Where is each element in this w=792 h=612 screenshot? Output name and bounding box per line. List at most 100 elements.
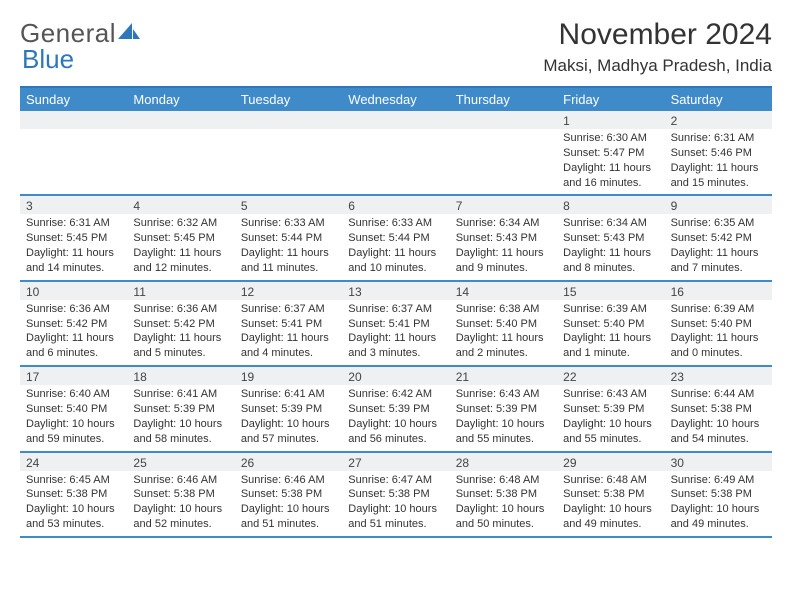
day-body: Sunrise: 6:41 AMSunset: 5:39 PMDaylight:… bbox=[235, 385, 342, 450]
daylight: Daylight: 11 hours and 4 minutes. bbox=[241, 331, 336, 361]
day-body: Sunrise: 6:40 AMSunset: 5:40 PMDaylight:… bbox=[20, 385, 127, 450]
sunrise: Sunrise: 6:38 AM bbox=[456, 302, 551, 317]
day-body: Sunrise: 6:34 AMSunset: 5:43 PMDaylight:… bbox=[450, 214, 557, 279]
daylight: Daylight: 11 hours and 9 minutes. bbox=[456, 246, 551, 276]
sunset: Sunset: 5:40 PM bbox=[671, 317, 766, 332]
daylight: Daylight: 10 hours and 54 minutes. bbox=[671, 417, 766, 447]
day-number bbox=[235, 111, 342, 129]
sunrise: Sunrise: 6:33 AM bbox=[241, 216, 336, 231]
day-number: 12 bbox=[235, 282, 342, 300]
day-number: 16 bbox=[665, 282, 772, 300]
sunset: Sunset: 5:39 PM bbox=[456, 402, 551, 417]
day-body bbox=[127, 129, 234, 135]
day-cell: 20Sunrise: 6:42 AMSunset: 5:39 PMDayligh… bbox=[342, 367, 449, 450]
title-block: November 2024 Maksi, Madhya Pradesh, Ind… bbox=[543, 18, 772, 76]
day-body bbox=[235, 129, 342, 135]
day-number: 13 bbox=[342, 282, 449, 300]
day-body: Sunrise: 6:33 AMSunset: 5:44 PMDaylight:… bbox=[235, 214, 342, 279]
day-cell: 27Sunrise: 6:47 AMSunset: 5:38 PMDayligh… bbox=[342, 453, 449, 536]
sunrise: Sunrise: 6:32 AM bbox=[133, 216, 228, 231]
sunrise: Sunrise: 6:46 AM bbox=[133, 473, 228, 488]
sunrise: Sunrise: 6:37 AM bbox=[348, 302, 443, 317]
header: General November 2024 Maksi, Madhya Prad… bbox=[20, 18, 772, 76]
day-number: 9 bbox=[665, 196, 772, 214]
calendar: SundayMondayTuesdayWednesdayThursdayFrid… bbox=[20, 86, 772, 538]
sunrise: Sunrise: 6:37 AM bbox=[241, 302, 336, 317]
daylight: Daylight: 11 hours and 3 minutes. bbox=[348, 331, 443, 361]
day-body: Sunrise: 6:48 AMSunset: 5:38 PMDaylight:… bbox=[557, 471, 664, 536]
daylight: Daylight: 11 hours and 5 minutes. bbox=[133, 331, 228, 361]
sunset: Sunset: 5:38 PM bbox=[133, 487, 228, 502]
daylight: Daylight: 10 hours and 59 minutes. bbox=[26, 417, 121, 447]
sunset: Sunset: 5:38 PM bbox=[456, 487, 551, 502]
week-row: 10Sunrise: 6:36 AMSunset: 5:42 PMDayligh… bbox=[20, 282, 772, 367]
day-number: 20 bbox=[342, 367, 449, 385]
day-body: Sunrise: 6:44 AMSunset: 5:38 PMDaylight:… bbox=[665, 385, 772, 450]
day-number: 23 bbox=[665, 367, 772, 385]
day-number: 27 bbox=[342, 453, 449, 471]
day-cell: 15Sunrise: 6:39 AMSunset: 5:40 PMDayligh… bbox=[557, 282, 664, 365]
day-number bbox=[127, 111, 234, 129]
day-header: Friday bbox=[557, 88, 664, 111]
day-body: Sunrise: 6:36 AMSunset: 5:42 PMDaylight:… bbox=[127, 300, 234, 365]
day-body: Sunrise: 6:32 AMSunset: 5:45 PMDaylight:… bbox=[127, 214, 234, 279]
day-number: 17 bbox=[20, 367, 127, 385]
week-row: 24Sunrise: 6:45 AMSunset: 5:38 PMDayligh… bbox=[20, 453, 772, 538]
daylight: Daylight: 11 hours and 14 minutes. bbox=[26, 246, 121, 276]
day-cell: 6Sunrise: 6:33 AMSunset: 5:44 PMDaylight… bbox=[342, 196, 449, 279]
sunset: Sunset: 5:45 PM bbox=[133, 231, 228, 246]
day-body bbox=[342, 129, 449, 135]
day-header: Sunday bbox=[20, 88, 127, 111]
day-number: 6 bbox=[342, 196, 449, 214]
day-cell: 12Sunrise: 6:37 AMSunset: 5:41 PMDayligh… bbox=[235, 282, 342, 365]
day-number: 4 bbox=[127, 196, 234, 214]
daylight: Daylight: 11 hours and 1 minute. bbox=[563, 331, 658, 361]
day-number: 8 bbox=[557, 196, 664, 214]
day-number: 26 bbox=[235, 453, 342, 471]
day-cell bbox=[342, 111, 449, 194]
day-number: 19 bbox=[235, 367, 342, 385]
day-body: Sunrise: 6:33 AMSunset: 5:44 PMDaylight:… bbox=[342, 214, 449, 279]
sunrise: Sunrise: 6:31 AM bbox=[26, 216, 121, 231]
sunset: Sunset: 5:41 PM bbox=[348, 317, 443, 332]
sunrise: Sunrise: 6:39 AM bbox=[563, 302, 658, 317]
day-body: Sunrise: 6:42 AMSunset: 5:39 PMDaylight:… bbox=[342, 385, 449, 450]
sunrise: Sunrise: 6:34 AM bbox=[456, 216, 551, 231]
daylight: Daylight: 10 hours and 53 minutes. bbox=[26, 502, 121, 532]
day-number: 15 bbox=[557, 282, 664, 300]
day-cell: 3Sunrise: 6:31 AMSunset: 5:45 PMDaylight… bbox=[20, 196, 127, 279]
day-cell: 16Sunrise: 6:39 AMSunset: 5:40 PMDayligh… bbox=[665, 282, 772, 365]
day-cell: 5Sunrise: 6:33 AMSunset: 5:44 PMDaylight… bbox=[235, 196, 342, 279]
sunset: Sunset: 5:44 PM bbox=[241, 231, 336, 246]
sunrise: Sunrise: 6:44 AM bbox=[671, 387, 766, 402]
day-cell: 30Sunrise: 6:49 AMSunset: 5:38 PMDayligh… bbox=[665, 453, 772, 536]
sunset: Sunset: 5:38 PM bbox=[241, 487, 336, 502]
sunset: Sunset: 5:38 PM bbox=[563, 487, 658, 502]
day-body: Sunrise: 6:36 AMSunset: 5:42 PMDaylight:… bbox=[20, 300, 127, 365]
day-number: 2 bbox=[665, 111, 772, 129]
day-cell: 24Sunrise: 6:45 AMSunset: 5:38 PMDayligh… bbox=[20, 453, 127, 536]
sunset: Sunset: 5:39 PM bbox=[241, 402, 336, 417]
sunset: Sunset: 5:42 PM bbox=[26, 317, 121, 332]
day-cell: 2Sunrise: 6:31 AMSunset: 5:46 PMDaylight… bbox=[665, 111, 772, 194]
daylight: Daylight: 11 hours and 6 minutes. bbox=[26, 331, 121, 361]
sunrise: Sunrise: 6:33 AM bbox=[348, 216, 443, 231]
sunrise: Sunrise: 6:30 AM bbox=[563, 131, 658, 146]
daylight: Daylight: 11 hours and 7 minutes. bbox=[671, 246, 766, 276]
sunset: Sunset: 5:40 PM bbox=[456, 317, 551, 332]
day-body: Sunrise: 6:47 AMSunset: 5:38 PMDaylight:… bbox=[342, 471, 449, 536]
sunrise: Sunrise: 6:31 AM bbox=[671, 131, 766, 146]
week-row: 3Sunrise: 6:31 AMSunset: 5:45 PMDaylight… bbox=[20, 196, 772, 281]
day-body: Sunrise: 6:43 AMSunset: 5:39 PMDaylight:… bbox=[450, 385, 557, 450]
sunrise: Sunrise: 6:34 AM bbox=[563, 216, 658, 231]
day-cell: 29Sunrise: 6:48 AMSunset: 5:38 PMDayligh… bbox=[557, 453, 664, 536]
day-cell: 11Sunrise: 6:36 AMSunset: 5:42 PMDayligh… bbox=[127, 282, 234, 365]
daylight: Daylight: 10 hours and 49 minutes. bbox=[671, 502, 766, 532]
day-number: 21 bbox=[450, 367, 557, 385]
sunset: Sunset: 5:38 PM bbox=[671, 487, 766, 502]
day-body: Sunrise: 6:43 AMSunset: 5:39 PMDaylight:… bbox=[557, 385, 664, 450]
sunset: Sunset: 5:39 PM bbox=[133, 402, 228, 417]
daylight: Daylight: 10 hours and 55 minutes. bbox=[456, 417, 551, 447]
sunrise: Sunrise: 6:39 AM bbox=[671, 302, 766, 317]
day-number bbox=[450, 111, 557, 129]
